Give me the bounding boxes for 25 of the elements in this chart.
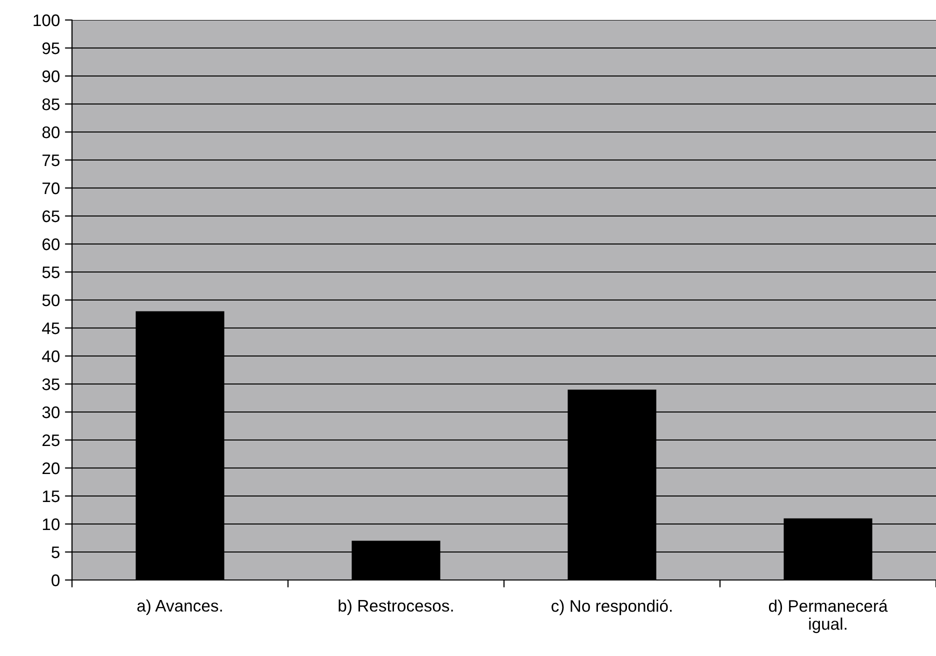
y-tick-label: 0 — [52, 574, 60, 586]
y-tick-label: 45 — [42, 322, 60, 334]
y-tick-label: 10 — [42, 518, 60, 530]
y-tick-label: 60 — [42, 238, 60, 250]
y-tick-label: 5 — [52, 546, 60, 558]
y-tick-label: 95 — [42, 42, 60, 54]
y-tick-label: 15 — [42, 490, 60, 502]
y-tick-label: 40 — [42, 350, 60, 362]
y-tick-label: 35 — [42, 378, 60, 390]
y-tick-label: 25 — [42, 434, 60, 446]
y-tick-label: 90 — [42, 70, 60, 82]
y-tick-label: 100 — [34, 14, 60, 26]
x-tick-label: a) Avances. — [137, 599, 222, 615]
x-tick-label: d) Permanecerá igual. — [768, 599, 888, 634]
y-tick-label: 55 — [42, 266, 60, 278]
y-tick-label: 65 — [42, 210, 60, 222]
x-tick-label: c) No respondió. — [552, 599, 672, 616]
y-tick-label: 50 — [42, 294, 60, 306]
y-tick-label: 20 — [42, 462, 60, 474]
y-tick-label: 80 — [42, 126, 60, 138]
y-tick-label: 70 — [42, 182, 60, 194]
x-tick-label: b) Restrocesos. — [338, 599, 453, 615]
y-tick-label: 30 — [42, 406, 60, 418]
y-tick-label: 85 — [42, 98, 60, 110]
y-tick-label: 75 — [42, 154, 60, 166]
